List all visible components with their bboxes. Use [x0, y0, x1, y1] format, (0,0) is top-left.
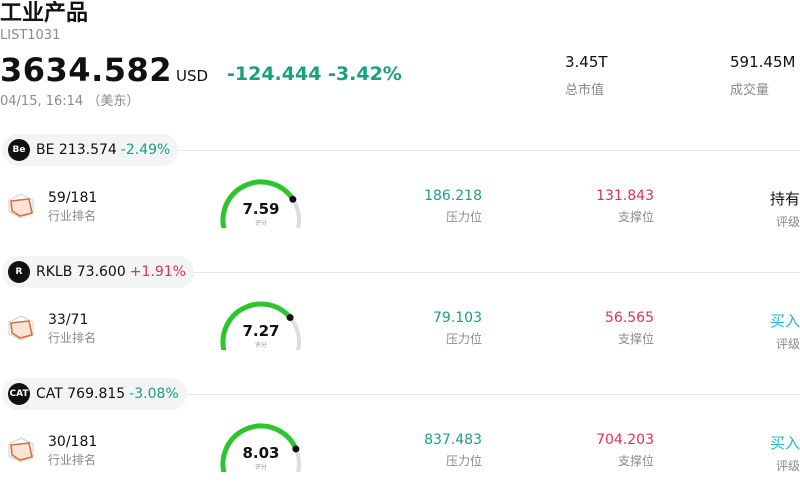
industry-rank-label: 行业排名	[48, 331, 97, 345]
resistance-label: 压力位	[445, 210, 482, 224]
resistance-value: 837.483	[424, 432, 482, 448]
resistance-column: 837.483 压力位	[424, 432, 482, 469]
support-column: 131.843 支撑位	[596, 188, 654, 225]
page-title: 工业产品	[0, 1, 89, 26]
section-divider	[176, 272, 800, 273]
resistance-value: 186.218	[424, 188, 482, 204]
stock-name: RKLB 73.600	[36, 264, 126, 280]
industry-rank-icon	[8, 315, 34, 341]
index-change: -124.444 -3.42%	[227, 63, 402, 85]
volume-stat: 591.45M 成交量	[730, 53, 795, 98]
stock-change: -2.49%	[120, 142, 171, 158]
support-value: 131.843	[596, 188, 654, 204]
stock-name: BE 213.574	[36, 142, 117, 158]
stock-pill[interactable]: R RKLB 73.600 +1.91%	[2, 256, 194, 288]
resistance-column: 186.218 压力位	[424, 188, 482, 225]
rating-column: 买入 评级	[770, 310, 800, 352]
rating-label: 评级	[775, 459, 800, 473]
support-label: 支撑位	[617, 454, 654, 468]
industry-rank-value: 59/181	[48, 190, 98, 206]
market-cap-stat: 3.45T 总市值	[565, 53, 608, 98]
industry-rank-label: 行业排名	[48, 209, 97, 223]
section-divider	[176, 394, 800, 395]
rating-value: 买入	[769, 434, 800, 452]
resistance-column: 79.103 压力位	[433, 310, 482, 347]
resistance-label: 压力位	[445, 454, 482, 468]
score-gauge	[220, 423, 301, 472]
volume-label: 成交量	[730, 83, 770, 98]
index-price: 3634.582	[0, 51, 173, 89]
score-value: 7.27	[242, 322, 280, 340]
stock-pill[interactable]: CAT CAT 769.815 -3.08%	[2, 378, 187, 410]
rating-column: 买入 评级	[770, 432, 800, 474]
resistance-label: 压力位	[445, 332, 482, 346]
stock-card[interactable]: CAT CAT 769.815 -3.08% 30/181 行业排名 8.03 …	[0, 378, 800, 488]
industry-rank-icon	[8, 193, 34, 219]
stock-logo-icon: CAT	[8, 383, 30, 405]
volume-value: 591.45M	[730, 53, 796, 71]
stock-change: +1.91%	[129, 264, 186, 280]
stock-name: CAT 769.815	[36, 386, 126, 402]
score-gauge	[220, 301, 301, 350]
support-column: 56.565 支撑位	[605, 310, 654, 347]
market-cap-label: 总市值	[565, 83, 605, 98]
industry-rank-value: 30/181	[48, 434, 98, 450]
rating-label: 评级	[775, 215, 800, 229]
currency-label: USD	[176, 67, 209, 85]
score-gauge	[220, 179, 301, 228]
support-value: 704.203	[596, 432, 654, 448]
stock-change: -3.08%	[129, 386, 179, 402]
support-column: 704.203 支撑位	[596, 432, 654, 469]
support-label: 支撑位	[617, 332, 654, 346]
stock-card[interactable]: R RKLB 73.600 +1.91% 33/71 行业排名 7.27 评分 …	[0, 256, 800, 378]
rating-value: 持有	[769, 190, 800, 208]
stock-logo-icon: Be	[8, 139, 30, 161]
rating-column: 持有 评级	[770, 188, 800, 230]
score-value: 8.03	[242, 444, 280, 462]
industry-rank-label: 行业排名	[48, 453, 97, 467]
stock-pill[interactable]: Be BE 213.574 -2.49%	[2, 134, 179, 166]
rating-value: 买入	[769, 312, 800, 330]
support-value: 56.565	[605, 310, 654, 326]
industry-rank-value: 33/71	[48, 312, 89, 328]
resistance-value: 79.103	[433, 310, 482, 326]
score-label: 评分	[254, 342, 267, 349]
score-label: 评分	[254, 464, 267, 471]
industry-rank-icon	[8, 437, 34, 463]
market-cap-value: 3.45T	[565, 53, 608, 71]
rating-label: 评级	[775, 337, 800, 351]
list-code: LIST1031	[0, 28, 61, 43]
stock-logo-icon: R	[8, 261, 30, 283]
score-value: 7.59	[242, 200, 280, 218]
support-label: 支撑位	[617, 210, 654, 224]
section-divider	[176, 150, 800, 151]
score-label: 评分	[254, 220, 267, 227]
stock-card[interactable]: Be BE 213.574 -2.49% 59/181 行业排名 7.59 评分…	[0, 134, 800, 256]
timestamp: 04/15, 16:14 （美东）	[0, 94, 140, 109]
